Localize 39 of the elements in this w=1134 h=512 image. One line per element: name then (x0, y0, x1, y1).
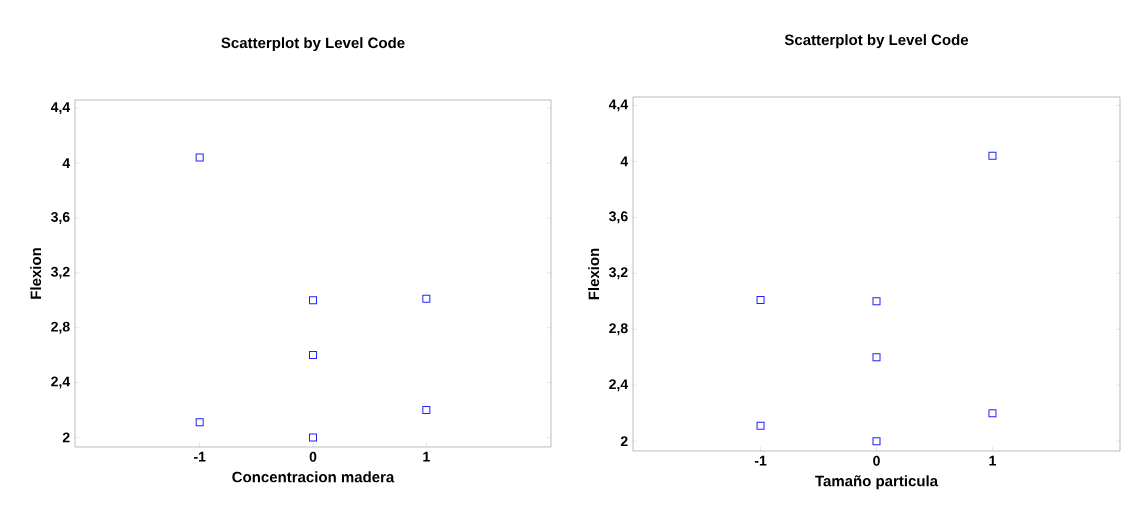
x-tick-label: 0 (873, 455, 880, 466)
point (422, 294, 431, 303)
point (195, 153, 204, 162)
y-tick-label: 3,6 (50, 211, 70, 224)
x-tick-label: 1 (423, 451, 430, 462)
y-tick-label: 3,2 (50, 266, 70, 279)
y-tick-label: 2 (620, 436, 628, 447)
point (422, 405, 431, 414)
point (872, 297, 881, 306)
point (988, 151, 997, 160)
y-tick-label: 4,4 (608, 99, 629, 112)
y-tick-label: 2,8 (609, 323, 628, 336)
y-tick-label: 4 (620, 156, 629, 167)
y-tick-label: 2,8 (51, 321, 70, 334)
x-tick-label: -1 (194, 451, 206, 462)
point (309, 433, 318, 442)
x-tick-label: 0 (309, 451, 317, 462)
x-tick-label: 1 (989, 455, 996, 466)
y-tick-label: 3,6 (609, 211, 628, 224)
point (988, 409, 997, 418)
y-tick-label: 3,2 (609, 267, 628, 280)
point (872, 353, 881, 362)
point (756, 295, 765, 304)
chart-title: Scatterplot by Level Code (221, 37, 405, 52)
point (872, 437, 881, 446)
chart-title: Scatterplot by Level Code (784, 34, 969, 49)
y-axis-title: Flexion (30, 248, 42, 299)
y-tick-label: 2,4 (609, 379, 629, 392)
point (309, 296, 318, 305)
y-tick-label: 2 (62, 432, 70, 443)
x-axis-title: Concentracion madera (232, 471, 395, 483)
point (195, 418, 204, 427)
y-tick-label: 2,4 (51, 376, 71, 389)
y-tick-label: 4 (62, 158, 71, 168)
point (756, 421, 765, 430)
y-axis-title: Flexion (588, 248, 600, 300)
y-tick-label: 4,4 (50, 102, 71, 115)
x-tick-label: -1 (754, 455, 767, 466)
x-axis-title: Tamaño particula (815, 475, 939, 490)
